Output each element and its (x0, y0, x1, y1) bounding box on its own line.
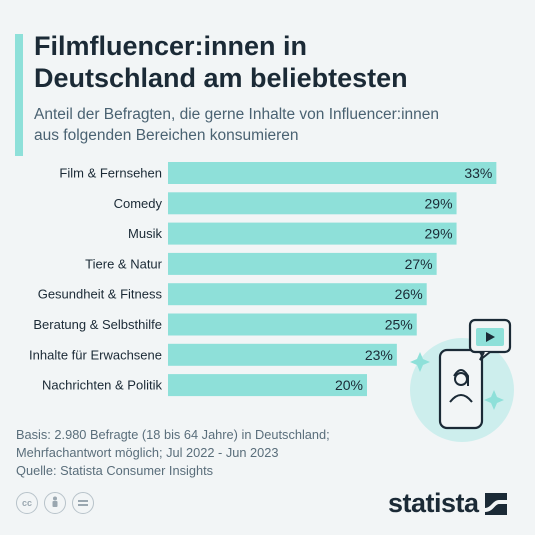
sparkle-icon-2 (484, 390, 504, 410)
title-accent-bar (15, 34, 23, 156)
basis-line-1: Basis: 2.980 Befragte (18 bis 64 Jahre) … (16, 427, 330, 442)
source-line: Quelle: Statista Consumer Insights (16, 463, 214, 478)
by-icon[interactable] (44, 492, 66, 514)
license-icons: cc (16, 492, 94, 514)
category-label: Musik (128, 226, 162, 241)
bar (168, 252, 437, 275)
bar (168, 222, 457, 245)
category-label: Beratung & Selbsthilfe (33, 317, 162, 332)
title-line-2: Deutschland am beliebtesten (34, 63, 408, 93)
bar (168, 283, 427, 306)
category-label: Comedy (114, 196, 163, 211)
sparkle-icon (410, 352, 430, 372)
value-label: 26% (395, 286, 423, 302)
bar (168, 162, 497, 184)
title-line-1: Filmfluencer:innen in (34, 31, 308, 61)
value-label: 27% (405, 256, 433, 272)
value-label: 29% (425, 195, 453, 211)
category-label: Tiere & Natur (85, 256, 162, 271)
category-label: Film & Fernsehen (59, 166, 162, 181)
bar (168, 192, 457, 215)
play-icon (486, 332, 495, 342)
brand-name: statista (388, 488, 479, 518)
statista-logo[interactable]: statista (388, 488, 507, 519)
value-label: 23% (365, 347, 393, 363)
page-title: Filmfluencer:innen in Deutschland am bel… (34, 30, 514, 94)
phone-icon (438, 348, 484, 430)
basis-line-2: Mehrfachantwort möglich; Jul 2022 - Jun … (16, 445, 279, 460)
subtitle-line-1: Anteil der Befragten, die gerne Inhalte … (34, 106, 439, 123)
bar (168, 374, 367, 397)
nd-icon[interactable] (72, 492, 94, 514)
value-label: 25% (385, 317, 413, 333)
value-label: 33% (464, 165, 492, 181)
value-label: 20% (335, 377, 363, 393)
category-label: Inhalte für Erwachsene (29, 347, 162, 362)
bar (168, 343, 397, 366)
subtitle-line-2: aus folgenden Bereichen konsumieren (34, 127, 299, 144)
bar (168, 313, 417, 336)
category-label: Gesundheit & Fitness (38, 287, 163, 302)
statista-logo-icon (484, 492, 507, 515)
chart-subtitle: Anteil der Befragten, die gerne Inhalte … (34, 104, 524, 146)
cc-icon[interactable]: cc (16, 492, 38, 514)
category-label: Nachrichten & Politik (42, 378, 162, 393)
chart-footer: Basis: 2.980 Befragte (18 bis 64 Jahre) … (16, 426, 396, 480)
person-body-icon (449, 394, 473, 403)
value-label: 29% (425, 226, 453, 242)
influencer-phone-illustration (410, 318, 514, 442)
